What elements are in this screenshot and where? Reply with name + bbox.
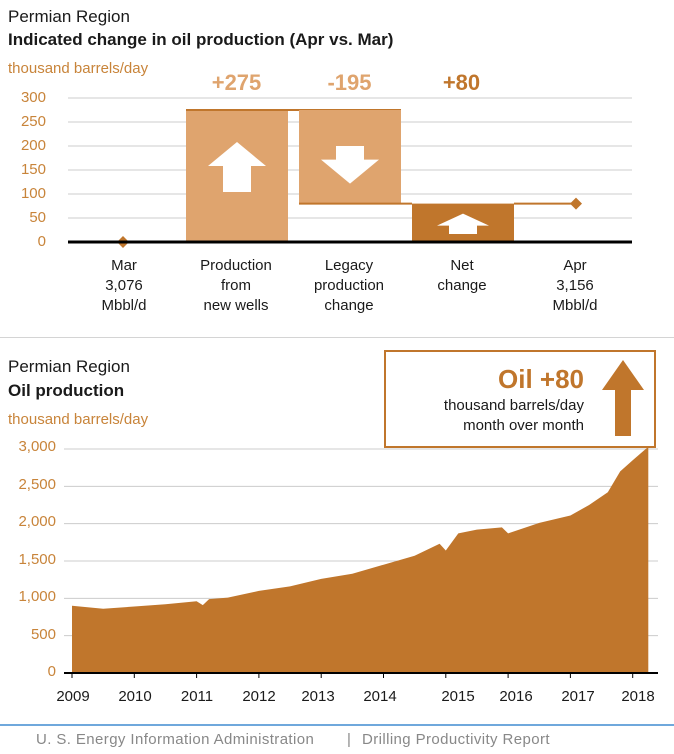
bottom-ytick: 1,000 — [18, 588, 56, 605]
down-arrow-icon — [321, 146, 379, 184]
bottom-ytick: 3,000 — [18, 438, 56, 455]
waterfall-chart — [68, 97, 632, 248]
top-ytick: 150 — [20, 161, 46, 178]
callout-headline: Oil +80 — [498, 364, 584, 394]
footer-report: Drilling Productivity Report — [362, 731, 550, 748]
oil-change-callout: Oil +80 thousand barrels/day month over … — [384, 350, 656, 448]
footer-agency: U. S. Energy Information Administration — [36, 731, 315, 748]
category-label-mar: Mar 3,076 Mbbl/d — [101, 257, 147, 314]
callout-subtext: thousand barrels/day month over month — [443, 397, 584, 434]
top-region-label: Permian Region — [8, 7, 130, 26]
bottom-chart-title: Oil production — [8, 381, 125, 400]
up-arrow-icon — [208, 142, 266, 192]
bottom-xtick: 2018 — [621, 688, 655, 705]
category-label-new-wells: Production from new wells — [200, 257, 272, 314]
footer-separator: | — [347, 731, 352, 748]
bottom-unit-label: thousand barrels/day — [8, 411, 149, 428]
top-ytick: 50 — [29, 209, 46, 226]
marker-apr — [570, 197, 582, 210]
bottom-ytick: 2,000 — [18, 513, 56, 530]
bottom-region-label: Permian Region — [8, 357, 130, 376]
bottom-ytick: 2,500 — [18, 476, 56, 493]
up-arrow-icon — [437, 213, 489, 234]
bottom-xtick: 2017 — [561, 688, 595, 705]
bottom-ytick: 0 — [47, 663, 56, 680]
bottom-xtick: 2012 — [242, 688, 276, 705]
bottom-xtick: 2009 — [56, 688, 90, 705]
category-label-net: Net change — [437, 257, 487, 294]
top-ytick: 0 — [37, 233, 46, 250]
top-ytick: 250 — [20, 113, 46, 130]
production-area — [72, 446, 649, 673]
top-ytick: 300 — [20, 89, 46, 106]
bottom-xtick: 2010 — [118, 688, 152, 705]
delta-label-legacy: -195 — [327, 70, 372, 95]
delta-label-new-wells: +275 — [211, 70, 262, 95]
up-arrow-icon — [602, 360, 644, 436]
category-label-legacy: Legacy production change — [313, 257, 385, 314]
bottom-xtick: 2015 — [441, 688, 475, 705]
delta-label-net: +80 — [442, 70, 481, 95]
panel-divider — [0, 337, 674, 338]
category-label-apr: Apr 3,156 Mbbl/d — [552, 257, 598, 314]
footer-rule — [0, 724, 674, 726]
top-ytick: 200 — [20, 137, 46, 154]
bottom-xtick: 2016 — [499, 688, 533, 705]
top-unit-label: thousand barrels/day — [8, 60, 149, 77]
top-chart-title: Indicated change in oil production (Apr … — [8, 30, 394, 49]
bottom-xtick: 2011 — [180, 688, 214, 705]
bottom-xtick: 2014 — [363, 688, 397, 705]
bottom-ytick: 500 — [30, 626, 56, 643]
bottom-xtick: 2013 — [301, 688, 335, 705]
bottom-ytick: 1,500 — [18, 551, 56, 568]
top-ytick: 100 — [20, 185, 46, 202]
